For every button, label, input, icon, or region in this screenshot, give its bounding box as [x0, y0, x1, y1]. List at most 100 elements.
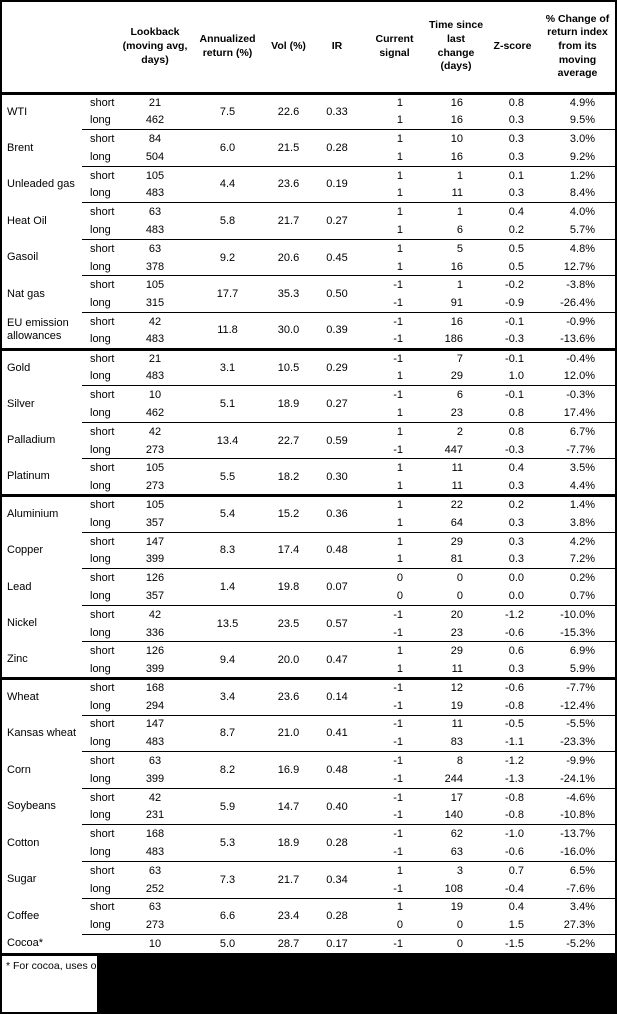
commodity-name-cell: Platinum: [7, 470, 50, 483]
zscore-cell: 0.3: [485, 129, 540, 148]
annualized-return-cell: 6.6: [190, 897, 265, 935]
table-row: Platinum short 105 5.5 18.2 0.30 1 11 0.4 3.5%: [2, 458, 615, 496]
time-since-change-cell: 11: [451, 187, 463, 200]
vol-cell: 23.6: [265, 677, 312, 716]
table-row: long 378 1 16 0.5 12.7%: [2, 258, 615, 276]
pct-change-cell: 1.4%: [540, 494, 615, 514]
time-since-change-cell: 0: [427, 568, 485, 588]
current-signal-cell: 1: [362, 202, 427, 222]
zscore-cell: 0.8: [485, 91, 540, 112]
vol-cell: 22.6: [265, 91, 312, 130]
ir-cell: 0.30: [312, 458, 362, 496]
table-row: Silver short 10 5.1 18.9 0.27 -1 6 -0.1 -0.3%: [2, 385, 615, 423]
position-cell: short: [82, 787, 120, 807]
table-row: long 273 1 11 0.3 4.4%: [2, 477, 615, 495]
ir-cell: 0.41: [312, 714, 362, 752]
commodity-name-cell: Nat gas: [7, 287, 45, 300]
position-cell: long: [90, 187, 111, 200]
position-cell: long: [90, 589, 111, 602]
position-cell: long: [90, 443, 111, 456]
lookback-cell: 231: [145, 809, 165, 822]
current-signal-cell: -1: [362, 714, 427, 734]
table-row: Wheat short 168 3.4 23.6 0.14 -1 12 -0.6 -7.7%: [2, 676, 615, 716]
time-since-change-cell: 10: [427, 129, 485, 148]
position-cell: long: [90, 626, 111, 639]
pct-change-cell: -13.7%: [540, 824, 615, 844]
pct-change-cell: 6.9%: [540, 641, 615, 661]
time-since-change-cell: 11: [451, 479, 463, 492]
lookback-cell: 21: [120, 347, 190, 368]
pct-change-cell: 3.8%: [569, 516, 595, 529]
table-row: Corn short 63 8.2 16.9 0.48 -1 8 -1.2 -9.9%: [2, 751, 615, 789]
commodity-name-cell: Gold: [2, 347, 82, 386]
table-row: long 504 1 16 0.3 9.2%: [2, 148, 615, 166]
position-cell: short: [82, 91, 120, 112]
position-cell: short: [82, 129, 120, 148]
lookback-cell: 294: [145, 699, 165, 712]
zscore-cell: 0.3: [508, 150, 524, 163]
time-since-change-cell: 19: [427, 897, 485, 917]
zscore-cell: -0.6: [505, 626, 524, 639]
zscore-cell: 0.8: [508, 406, 524, 419]
col-header-pct-change: % Change of return index from its moving…: [540, 2, 615, 95]
col-header-position: [82, 2, 120, 95]
lookback-cell: 63: [120, 751, 190, 770]
zscore-cell: -0.3: [505, 443, 524, 456]
current-signal-cell: -1: [362, 751, 427, 770]
commodity-name-cell: Cocoa*: [7, 937, 44, 950]
table-row: long 462 1 16 0.3 9.5%: [2, 111, 615, 129]
table-row: Sugar short 63 7.3 21.7 0.34 1 3 0.7 6.5%: [2, 860, 615, 899]
position-cell: long: [90, 260, 111, 273]
zscore-cell: -0.2: [485, 275, 540, 295]
pct-change-cell: -7.7%: [540, 676, 615, 697]
zscore-cell: 0.3: [508, 516, 524, 529]
table-row: Soybeans short 42 5.9 14.7 0.40 -1 17 -0.8 -4.6%: [2, 787, 615, 825]
commodity-name-cell: Cotton: [7, 836, 40, 849]
current-signal-cell: -1: [362, 604, 427, 624]
time-since-change-cell: 2: [427, 421, 485, 441]
position-cell: short: [82, 458, 120, 478]
vol-cell: 17.4: [265, 531, 312, 569]
position-cell: short: [82, 897, 120, 917]
time-since-change-cell: 186: [444, 333, 463, 346]
vol-cell: 15.2: [265, 494, 312, 533]
commodity-name-cell: Heat Oil: [7, 214, 47, 227]
vol-cell: 28.7: [265, 934, 312, 953]
current-signal-cell: 1: [396, 516, 403, 529]
pct-change-cell: 5.7%: [569, 223, 595, 236]
time-since-change-cell: 64: [450, 516, 463, 529]
pct-change-cell: 8.4%: [569, 187, 595, 200]
annualized-return-cell: 5.4: [190, 494, 265, 533]
time-since-change-cell: 447: [444, 443, 463, 456]
time-since-change-cell: 29: [427, 531, 485, 551]
lookback-cell: 105: [120, 275, 190, 295]
lookback-cell: 273: [145, 443, 165, 456]
lookback-cell: 42: [120, 312, 190, 331]
current-signal-cell: -1: [393, 699, 403, 712]
lookback-cell: 63: [120, 860, 190, 880]
position-cell: long: [90, 809, 111, 822]
lookback-cell: 483: [145, 333, 165, 346]
pct-change-cell: 4.2%: [540, 531, 615, 551]
ir-cell: 0.47: [312, 641, 362, 679]
annualized-return-cell: 5.3: [190, 824, 265, 862]
lookback-cell: 462: [145, 114, 165, 127]
commodity-name-cell: Silver: [7, 397, 35, 410]
current-signal-cell: 1: [396, 260, 403, 273]
zscore-cell: 0.8: [485, 421, 540, 441]
zscore-cell: 0.5: [508, 260, 524, 273]
col-header-annualized-return: Annualized return (%): [190, 2, 265, 95]
table-row: long 252 -1 108 -0.4 -7.6%: [2, 880, 615, 898]
pct-change-cell: -7.6%: [566, 882, 595, 895]
table-row: long 399 1 11 0.3 5.9%: [2, 660, 615, 678]
current-signal-cell: 1: [362, 641, 427, 661]
pct-change-cell: -13.6%: [560, 333, 595, 346]
position-cell: long: [90, 516, 111, 529]
commodity-name-cell: Soybeans: [7, 800, 56, 813]
time-since-change-cell: 108: [444, 882, 463, 895]
position-cell: long: [90, 406, 111, 419]
current-signal-cell: -1: [393, 626, 403, 639]
pct-change-cell: -3.8%: [540, 275, 615, 295]
momentum-signals-table: Lookback (moving avg, days) Annualized r…: [2, 2, 615, 953]
current-signal-cell: -1: [393, 809, 403, 822]
